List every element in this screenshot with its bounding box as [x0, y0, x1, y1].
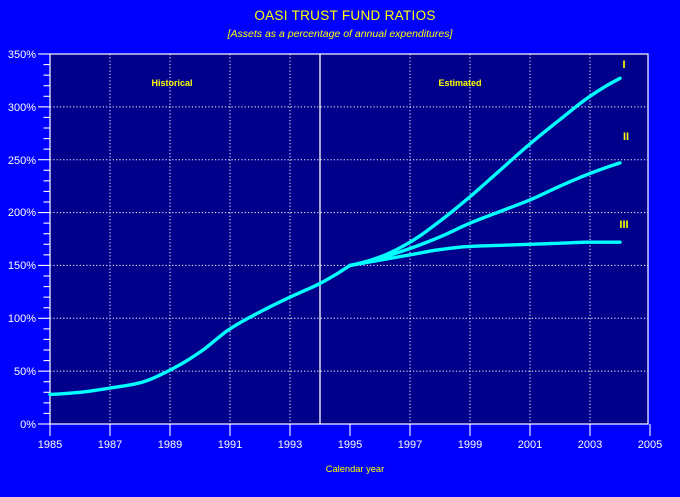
svg-text:III: III — [619, 219, 628, 231]
svg-text:Historical: Historical — [151, 78, 192, 88]
svg-text:100%: 100% — [8, 313, 36, 325]
svg-text:150%: 150% — [8, 260, 36, 272]
svg-text:1985: 1985 — [38, 439, 62, 451]
svg-text:I: I — [622, 59, 625, 71]
svg-text:Calendar year: Calendar year — [326, 464, 384, 474]
svg-text:0%: 0% — [20, 419, 36, 431]
svg-text:[Assets as a percentage of ann: [Assets as a percentage of annual expend… — [227, 28, 454, 40]
svg-text:OASI TRUST FUND RATIOS: OASI TRUST FUND RATIOS — [254, 8, 435, 23]
svg-text:2005: 2005 — [638, 439, 662, 451]
svg-text:1995: 1995 — [338, 439, 362, 451]
svg-text:250%: 250% — [8, 155, 36, 167]
svg-text:1987: 1987 — [98, 439, 122, 451]
svg-text:II: II — [623, 131, 629, 143]
svg-text:300%: 300% — [8, 102, 36, 114]
svg-text:1999: 1999 — [458, 439, 482, 451]
svg-text:Estimated: Estimated — [438, 78, 481, 88]
svg-text:1989: 1989 — [158, 439, 182, 451]
svg-text:50%: 50% — [14, 366, 36, 378]
svg-text:1997: 1997 — [398, 439, 422, 451]
svg-text:1993: 1993 — [278, 439, 302, 451]
svg-text:1991: 1991 — [218, 439, 242, 451]
svg-text:2001: 2001 — [518, 439, 542, 451]
svg-text:350%: 350% — [8, 49, 36, 61]
svg-text:2003: 2003 — [578, 439, 602, 451]
svg-text:200%: 200% — [8, 207, 36, 219]
